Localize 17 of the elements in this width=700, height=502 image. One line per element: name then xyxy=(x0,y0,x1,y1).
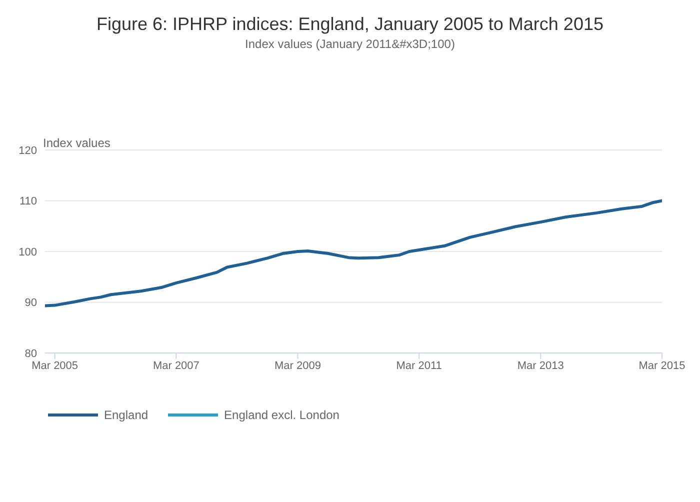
legend-label: England xyxy=(104,408,148,422)
chart-title: Figure 6: IPHRP indices: England, January 2005 to March 2015 xyxy=(96,14,604,35)
y-tick-label: 100 xyxy=(18,246,37,258)
x-tick-label: Mar 2013 xyxy=(517,360,564,372)
x-tick-label: Mar 2009 xyxy=(274,360,321,372)
x-tick-label: Mar 2007 xyxy=(152,360,200,372)
y-tick-label: 110 xyxy=(19,196,37,208)
y-tick-label: 90 xyxy=(24,297,37,310)
legend-label: England excl. London xyxy=(224,408,340,422)
y-tick-label: 80 xyxy=(24,348,37,360)
line-series xyxy=(45,199,662,308)
x-tick-label: Mar 2015 xyxy=(638,360,686,372)
y-tick-label: 120 xyxy=(18,144,37,157)
chart-subtitle: Index values (January 2011&#x3D;100) xyxy=(244,37,456,51)
x-tick-label: Mar 2011 xyxy=(396,360,442,372)
y-axis-title: Index values xyxy=(43,136,110,150)
x-tick-label: Mar 2005 xyxy=(32,360,78,372)
